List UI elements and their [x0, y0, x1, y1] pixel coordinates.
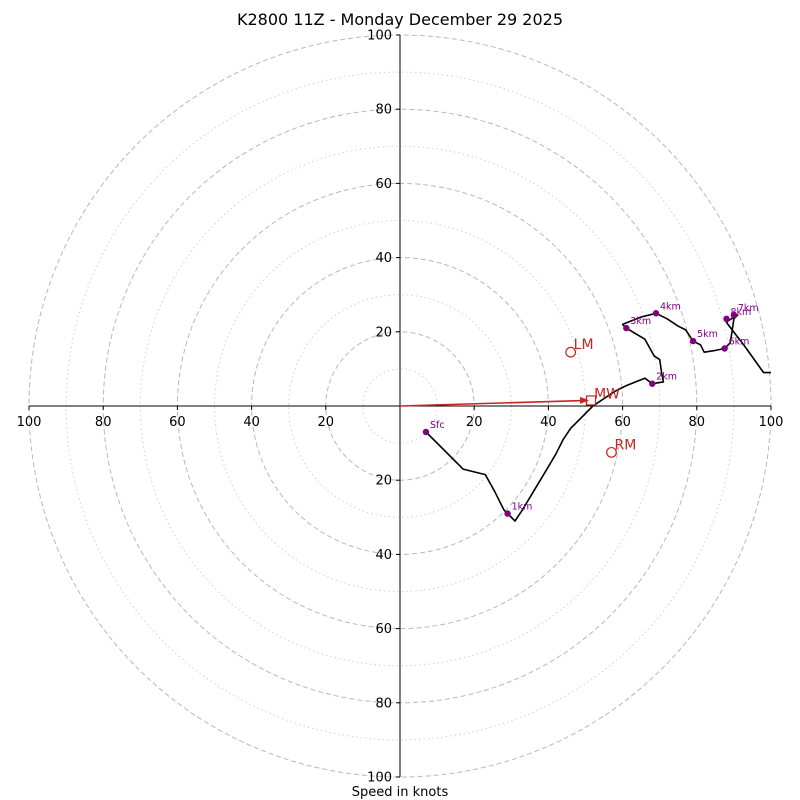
hodograph-trace-group	[425, 312, 771, 522]
height-marker-1km	[504, 510, 511, 517]
mean-wind-marker	[585, 395, 597, 406]
height-label-2km: 2km	[656, 372, 677, 383]
x-tick-label: 100	[759, 415, 784, 430]
height-marker-4km	[652, 310, 660, 317]
height-marker-6km	[721, 345, 728, 352]
x-tick-label: 80	[95, 415, 112, 430]
storm-motion-markers: MW LM RM	[399, 337, 636, 458]
height-marker-Sfc	[422, 428, 430, 436]
y-tick-label: 80	[375, 696, 392, 711]
height-label-8km: 8km	[730, 307, 751, 318]
x-tick-label: 80	[689, 415, 706, 430]
height-label-1km: 1km	[512, 502, 533, 513]
height-marker-3km	[623, 324, 630, 332]
height-label-7km: 7km	[738, 303, 759, 314]
hodograph-line	[425, 312, 771, 522]
x-tick-label: 40	[540, 415, 557, 430]
height-label-5km: 5km	[697, 329, 718, 340]
x-tick-label: 20	[318, 415, 335, 430]
x-tick-label: 60	[614, 415, 631, 430]
x-tick-label: 60	[169, 415, 186, 430]
mean-wind-arrow	[399, 399, 588, 407]
mean-wind-label: MW	[594, 386, 620, 402]
mean-wind-arrowhead	[580, 396, 590, 404]
y-tick-label: 100	[367, 771, 392, 786]
chart-title: K2800 11Z - Monday December 29 2025	[236, 10, 564, 29]
y-tick-label: 100	[367, 29, 392, 44]
rm-label: RM	[614, 437, 636, 453]
x-axis-label: Speed in knots	[352, 785, 449, 800]
x-tick-label: 20	[466, 415, 483, 430]
y-tick-label: 40	[375, 548, 392, 563]
y-tick-label: 20	[375, 474, 392, 489]
y-tick-label: 20	[375, 325, 392, 340]
x-tick-label: 40	[243, 415, 260, 430]
lm-label: LM	[574, 337, 594, 353]
y-tick-label: 40	[375, 251, 392, 266]
y-tick-label: 60	[375, 177, 392, 192]
x-tick-label: 100	[17, 415, 42, 430]
height-marker-8km	[723, 315, 730, 323]
height-label-Sfc: Sfc	[430, 420, 445, 431]
tick-labels: 100 80 60 40 20 20 40 60 80 100 100 80 60 40 20 20 40 60 8…	[17, 29, 784, 786]
y-tick-label: 80	[375, 103, 392, 118]
height-marker-5km	[689, 337, 697, 345]
height-marker-2km	[649, 380, 656, 387]
lm-marker	[565, 346, 577, 358]
height-label-3km: 3km	[630, 316, 651, 327]
height-marker-7km	[730, 311, 738, 319]
height-label-4km: 4km	[660, 301, 681, 312]
height-label-6km: 6km	[729, 336, 750, 347]
y-tick-label: 60	[375, 622, 392, 637]
rm-marker	[606, 446, 617, 458]
